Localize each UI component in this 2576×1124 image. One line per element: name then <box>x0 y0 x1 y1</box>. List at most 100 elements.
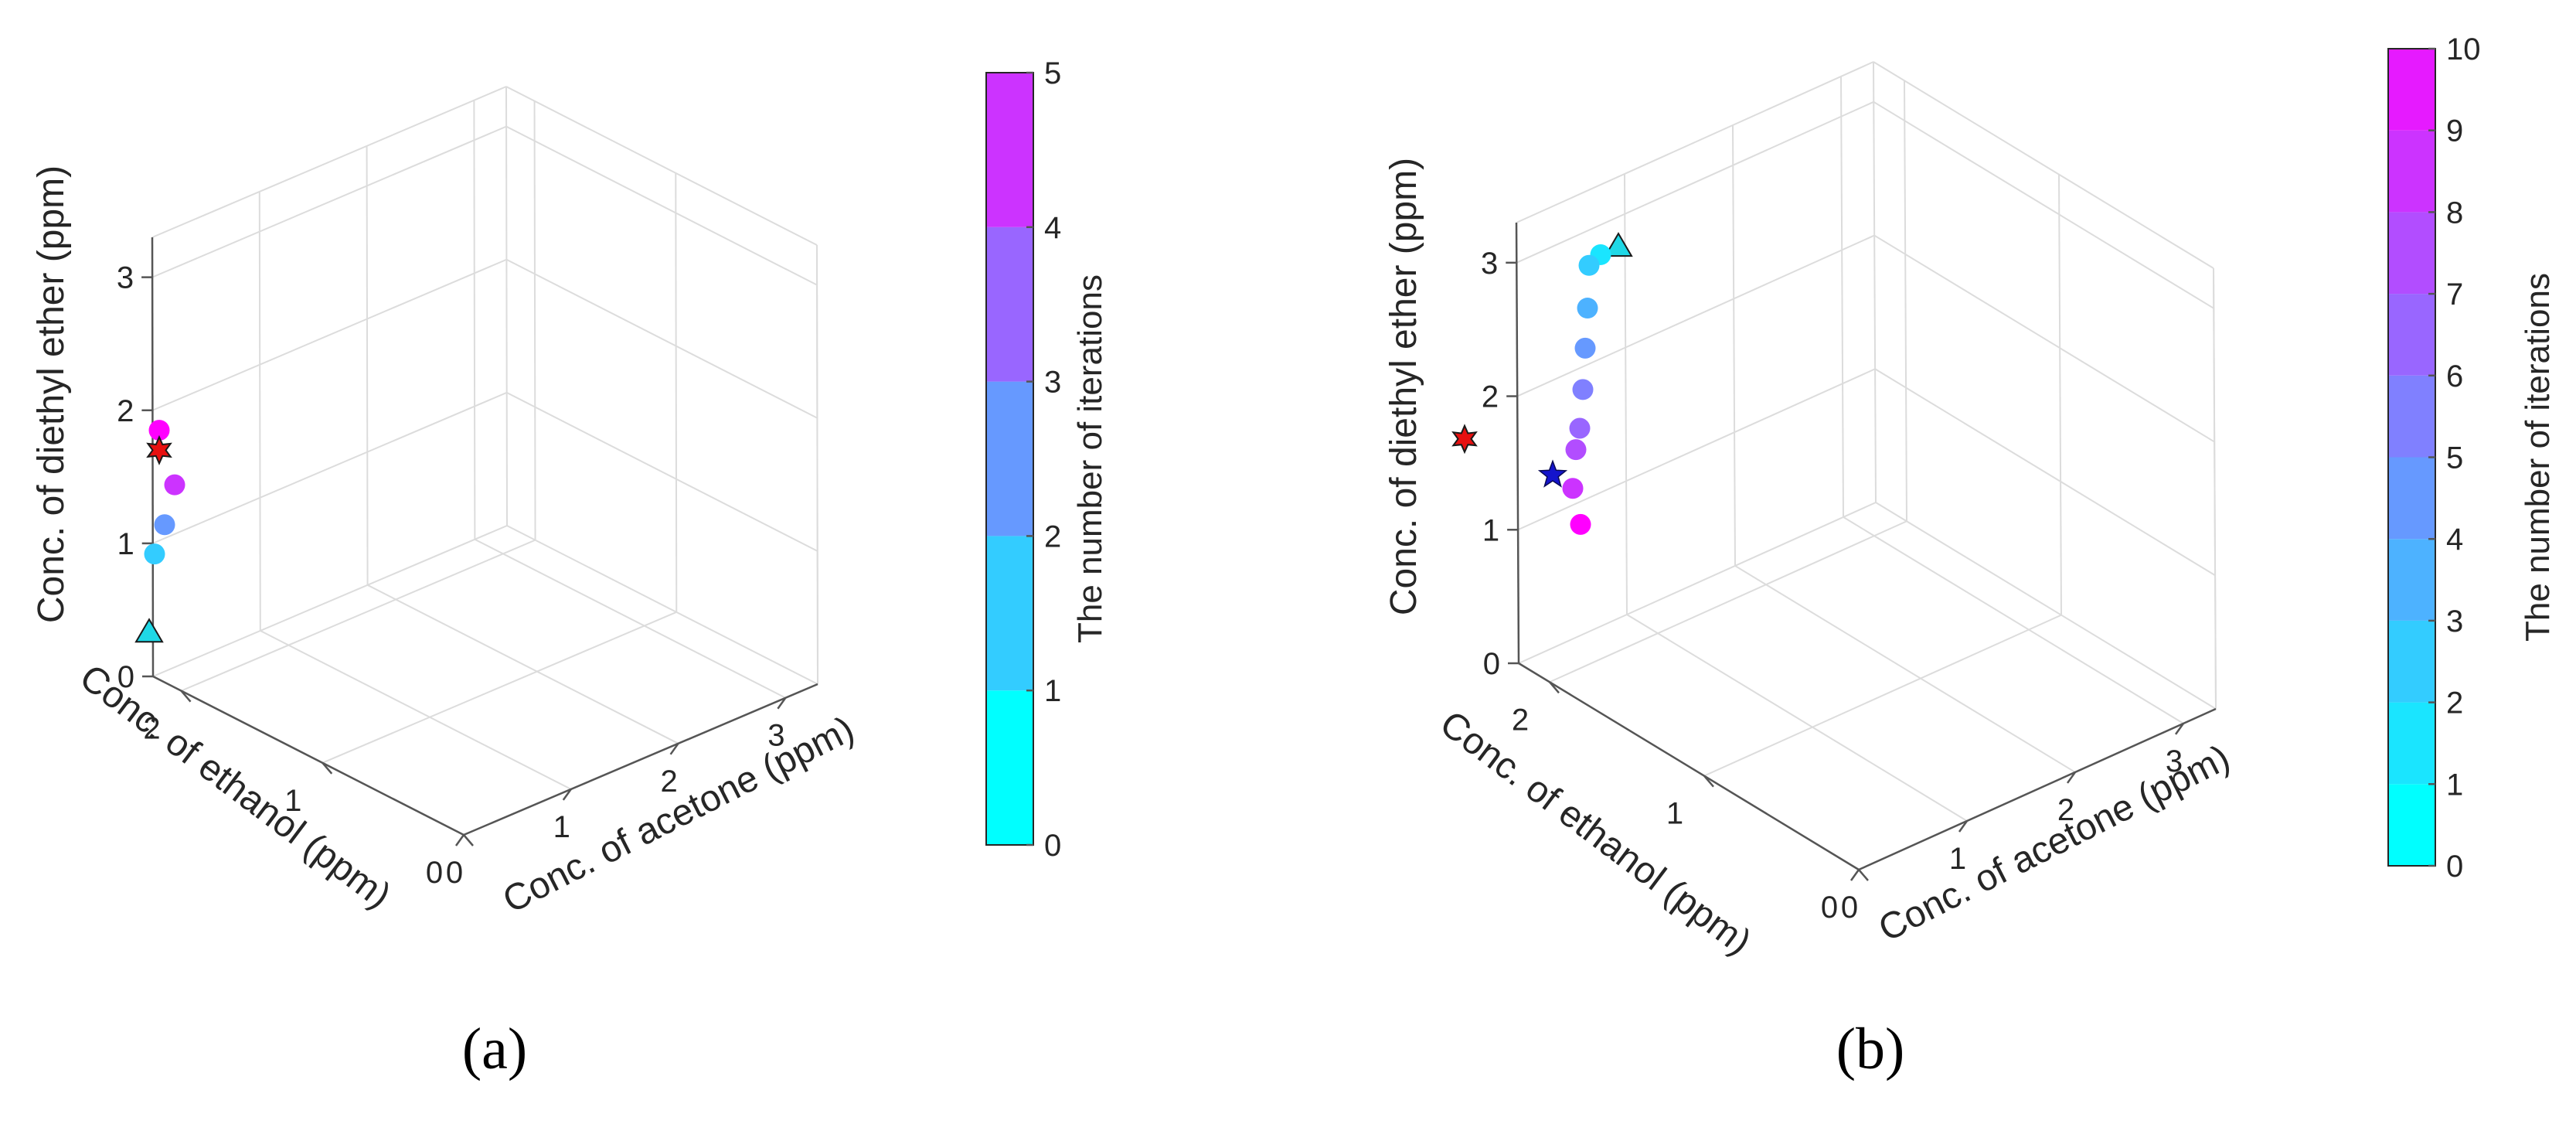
y-tick-mark <box>1549 681 1560 694</box>
colorbar-segment <box>986 536 1033 691</box>
z-tick-label: 2 <box>1482 380 1499 414</box>
x-tick-mark <box>454 834 465 846</box>
y-tick-label: 0 <box>426 856 443 890</box>
y-tick-mark <box>463 834 474 846</box>
colorbar-tick-label: 2 <box>2446 686 2463 720</box>
iteration-point-2 <box>1578 254 1600 276</box>
grid-line-y-wall <box>2058 174 2062 615</box>
markers <box>134 420 185 643</box>
y-axis-line <box>1518 662 1860 871</box>
z-tick-label: 1 <box>1482 513 1499 547</box>
panel-label: (a) <box>462 1017 527 1081</box>
back-edge-top-right <box>1873 61 2214 269</box>
grid-line-y-floor <box>322 611 677 764</box>
iteration-point-5 <box>1572 379 1594 400</box>
colorbar-tick-label: 4 <box>1044 211 1061 245</box>
target-hexagram <box>146 434 172 465</box>
colorbar-segment <box>986 227 1033 382</box>
colorbar: 0 1 2 3 4 5 The number of iterations <box>985 56 1109 863</box>
grid-line-x-wall <box>473 100 476 540</box>
iteration-point-8 <box>1562 478 1584 499</box>
x-tick-label: 1 <box>553 810 570 844</box>
grid-line-z-left-wall <box>1516 234 1875 397</box>
y-tick-label: 2 <box>143 712 160 746</box>
z-tick-label: 2 <box>117 394 134 428</box>
y-tick-label: 0 <box>1821 891 1838 925</box>
y-axis-line <box>152 675 464 836</box>
start-point-triangle <box>134 618 164 643</box>
y-tick-label: 2 <box>1512 703 1529 737</box>
best-estimate-star <box>1537 459 1568 488</box>
x-tick-mark <box>562 789 572 801</box>
colorbar-segment <box>2388 49 2435 131</box>
grid-line-z-left-wall <box>151 125 507 278</box>
iteration-point-6 <box>1569 417 1591 439</box>
x-tick-label: 2 <box>2057 793 2074 827</box>
back-edge-top-right <box>505 86 818 246</box>
x-tick-mark <box>2066 771 2077 784</box>
iteration-point-3 <box>1577 298 1598 319</box>
colorbar-segment <box>2388 457 2435 540</box>
colorbar-tick-label: 4 <box>2446 523 2463 557</box>
colorbar-tick-label: 9 <box>2446 114 2463 148</box>
grid-line-x-wall <box>1840 76 1844 517</box>
colorbar-segment <box>2388 294 2435 376</box>
grid-line-z-left-wall <box>152 525 508 677</box>
colorbar-tick-label: 8 <box>2446 196 2463 230</box>
colorbar-label: The number of iterations <box>2519 273 2557 642</box>
grid-line-z-right-wall <box>1874 368 2216 577</box>
grid-line-z-left-wall <box>1517 368 1876 531</box>
colorbar-tick-label: 6 <box>2446 359 2463 393</box>
grid-line-z-left-wall <box>152 258 507 411</box>
x-tick-mark <box>2174 723 2185 735</box>
colorbar-tick-label: 0 <box>1044 829 1061 863</box>
y-axis-label: Conc. of ethanol (ppm) <box>1432 703 1758 963</box>
y-tick-mark <box>1703 775 1714 788</box>
grid-line-z-left-wall <box>152 391 508 544</box>
colorbar-tick-label: 1 <box>2446 768 2463 802</box>
z-tick-label: 3 <box>1481 247 1498 281</box>
colorbar-tick-label: 10 <box>2446 32 2481 66</box>
back-edge-top-left <box>151 86 507 238</box>
grid-line-y-wall <box>675 172 678 612</box>
colorbar-segment <box>986 690 1033 845</box>
start-point-triangle <box>1604 232 1633 257</box>
target-hexagram <box>1451 424 1478 455</box>
grid-line-z-right-wall <box>1873 100 2214 309</box>
back-edge-top-left <box>1516 61 1874 223</box>
y-tick-mark <box>322 762 333 775</box>
back-edge-right <box>2213 267 2217 710</box>
x-tick-mark <box>1958 820 1969 833</box>
grid-line-z-right-wall <box>1873 234 2215 443</box>
colorbar-segment <box>2388 212 2435 295</box>
z-axis-label: Conc. of diethyl ether (ppm) <box>31 165 72 623</box>
y-axis-label: Conc. of ethanol (ppm) <box>72 657 398 917</box>
colorbar-tick-label: 0 <box>2446 850 2463 884</box>
colorbar-label: The number of iterations <box>1071 274 1109 643</box>
x-axis-label: Conc. of acetone (ppm) <box>496 709 860 921</box>
x-tick-label: 1 <box>1949 842 1966 876</box>
colorbar-segment <box>986 73 1033 227</box>
colorbar-segment <box>2388 702 2435 785</box>
colorbar-tick-label: 7 <box>2446 278 2463 312</box>
z-tick-label: 1 <box>117 527 134 561</box>
grid-line-x-floor <box>260 630 572 790</box>
y-tick-label: 1 <box>284 784 301 818</box>
iteration-point-1 <box>144 543 165 565</box>
colorbar-tick-label: 5 <box>2446 441 2463 475</box>
grid-line-z-right-wall <box>506 525 818 685</box>
z-axis-label: Conc. of diethyl ether (ppm) <box>1383 158 1424 615</box>
x-tick-label: 0 <box>1841 891 1858 925</box>
z-axis-line <box>1515 222 1520 664</box>
grid-line-x-floor <box>474 538 786 699</box>
colorbar-segment <box>986 381 1033 536</box>
grid-line-z-right-wall <box>505 125 818 286</box>
colorbar: 0 1 2 3 4 5 6 7 8 9 10 The number of iterations <box>2387 32 2557 884</box>
x-axis-line <box>463 683 818 836</box>
x-tick-label: 2 <box>660 765 677 799</box>
colorbar-frame <box>985 72 1034 846</box>
